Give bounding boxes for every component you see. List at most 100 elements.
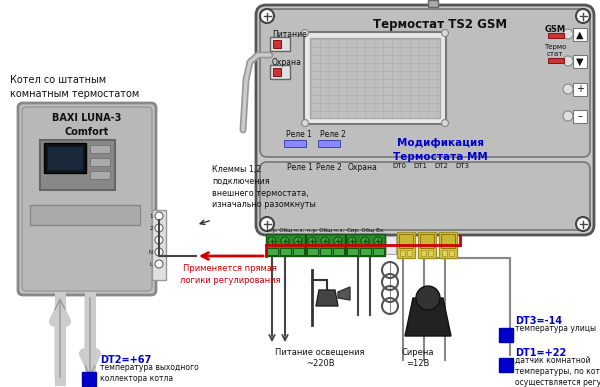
Text: температура улицы: температура улицы bbox=[515, 324, 596, 333]
Text: DT1=+22: DT1=+22 bbox=[515, 348, 566, 358]
Text: 1: 1 bbox=[149, 214, 153, 219]
Circle shape bbox=[302, 120, 308, 127]
Text: DT3: DT3 bbox=[455, 163, 469, 169]
Circle shape bbox=[374, 237, 382, 245]
Bar bbox=[373, 248, 384, 255]
Bar bbox=[499, 328, 513, 342]
Text: Охрана: Охрана bbox=[348, 163, 378, 172]
Bar bbox=[449, 250, 454, 256]
Circle shape bbox=[281, 237, 289, 245]
Text: +: + bbox=[576, 84, 584, 94]
Bar bbox=[30, 205, 140, 225]
Bar bbox=[573, 55, 587, 68]
Polygon shape bbox=[338, 287, 350, 300]
Bar bbox=[273, 68, 281, 76]
Bar bbox=[386, 236, 396, 254]
Bar bbox=[47, 146, 83, 170]
Circle shape bbox=[260, 217, 274, 231]
Bar bbox=[442, 250, 447, 256]
Bar bbox=[273, 40, 281, 48]
Circle shape bbox=[321, 237, 329, 245]
Bar bbox=[270, 37, 290, 51]
Bar bbox=[418, 232, 436, 258]
Bar bbox=[360, 248, 371, 255]
Bar bbox=[310, 38, 440, 118]
Text: датчик комнатной
температуры, по которому
осуществляется регулирование: датчик комнатной температуры, по котором… bbox=[515, 356, 600, 387]
Circle shape bbox=[155, 212, 163, 220]
Bar bbox=[284, 140, 306, 147]
Circle shape bbox=[416, 286, 440, 310]
Circle shape bbox=[348, 237, 356, 245]
Bar bbox=[44, 143, 86, 173]
Text: Термостат TS2 GSM: Термостат TS2 GSM bbox=[373, 18, 507, 31]
Text: н.р. Общ н.з.: н.р. Общ н.з. bbox=[307, 228, 344, 233]
Bar bbox=[267, 248, 278, 255]
Bar bbox=[270, 65, 290, 79]
Circle shape bbox=[155, 260, 163, 268]
Text: Реле 2: Реле 2 bbox=[320, 130, 346, 139]
Bar bbox=[400, 250, 405, 256]
Text: Охрана: Охрана bbox=[272, 58, 302, 67]
Bar bbox=[40, 140, 115, 190]
FancyBboxPatch shape bbox=[22, 107, 152, 291]
Text: н.р. Общ н.з.: н.р. Общ н.з. bbox=[267, 228, 304, 233]
Bar bbox=[304, 32, 446, 124]
Text: температура выходного
коллектора котла: температура выходного коллектора котла bbox=[100, 363, 199, 383]
Bar bbox=[346, 234, 385, 256]
Circle shape bbox=[442, 29, 449, 36]
Circle shape bbox=[155, 224, 163, 232]
Bar bbox=[428, 250, 433, 256]
Text: DT0: DT0 bbox=[392, 163, 406, 169]
Text: DT3=-14: DT3=-14 bbox=[515, 316, 562, 326]
Bar bbox=[441, 234, 455, 248]
Bar bbox=[573, 83, 587, 96]
Text: N: N bbox=[149, 250, 153, 255]
Bar bbox=[548, 58, 564, 63]
Polygon shape bbox=[405, 298, 451, 336]
Text: Реле 1: Реле 1 bbox=[287, 163, 313, 172]
Bar bbox=[407, 250, 412, 256]
Circle shape bbox=[576, 217, 590, 231]
Bar bbox=[439, 232, 457, 258]
Bar bbox=[548, 33, 564, 38]
Bar bbox=[320, 248, 331, 255]
Circle shape bbox=[294, 237, 302, 245]
Text: 2: 2 bbox=[149, 226, 153, 231]
Bar bbox=[318, 140, 340, 147]
Circle shape bbox=[334, 237, 342, 245]
Text: Реле 2: Реле 2 bbox=[316, 163, 342, 172]
Text: L: L bbox=[150, 262, 153, 267]
FancyBboxPatch shape bbox=[18, 103, 156, 295]
Text: DT2=+67: DT2=+67 bbox=[100, 355, 151, 365]
Polygon shape bbox=[316, 290, 338, 306]
Circle shape bbox=[563, 56, 573, 66]
Bar bbox=[421, 250, 426, 256]
Text: GSM: GSM bbox=[544, 25, 566, 34]
Bar bbox=[90, 145, 110, 153]
Bar bbox=[573, 28, 587, 41]
Bar bbox=[82, 372, 96, 386]
Bar bbox=[90, 171, 110, 179]
Bar bbox=[420, 234, 434, 248]
Text: Котел со штатным
комнатным термостатом: Котел со штатным комнатным термостатом bbox=[10, 75, 139, 99]
Circle shape bbox=[268, 237, 276, 245]
Text: Реле 1: Реле 1 bbox=[286, 130, 312, 139]
Bar bbox=[293, 248, 304, 255]
Text: Клеммы 1,2
подключения
внешнего термостата,
изначально разомкнуты: Клеммы 1,2 подключения внешнего термоста… bbox=[212, 165, 316, 209]
Text: Сирена
=12В: Сирена =12В bbox=[402, 348, 434, 368]
Circle shape bbox=[155, 248, 163, 256]
Bar bbox=[307, 248, 318, 255]
Circle shape bbox=[576, 9, 590, 23]
Circle shape bbox=[302, 29, 308, 36]
Circle shape bbox=[442, 120, 449, 127]
Text: DT2: DT2 bbox=[434, 163, 448, 169]
Bar bbox=[306, 234, 345, 256]
Bar bbox=[90, 158, 110, 166]
Circle shape bbox=[155, 236, 163, 244]
Text: Термо
стат: Термо стат bbox=[544, 44, 566, 57]
Text: –: – bbox=[578, 111, 583, 122]
Bar bbox=[573, 110, 587, 123]
Text: Питание: Питание bbox=[272, 30, 307, 39]
Circle shape bbox=[563, 29, 573, 39]
Bar bbox=[347, 248, 358, 255]
